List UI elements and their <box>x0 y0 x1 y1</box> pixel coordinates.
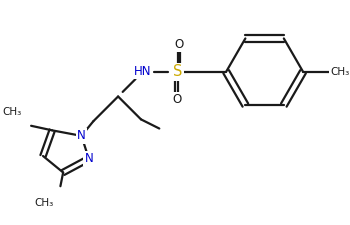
Text: HN: HN <box>134 65 152 78</box>
Text: N: N <box>84 152 93 165</box>
Text: O: O <box>174 38 183 51</box>
Text: O: O <box>172 93 181 106</box>
Text: CH₃: CH₃ <box>3 107 22 117</box>
Text: S: S <box>173 64 182 79</box>
Text: N: N <box>77 129 86 142</box>
Text: CH₃: CH₃ <box>330 67 350 77</box>
Text: CH₃: CH₃ <box>35 198 54 208</box>
